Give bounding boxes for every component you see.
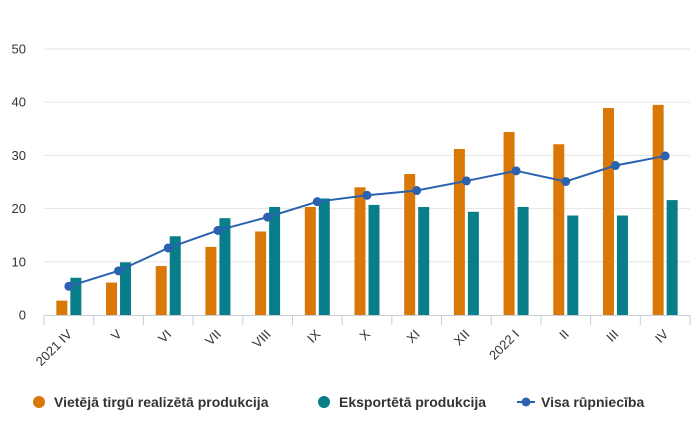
x-tick-label: VIII [249, 327, 273, 351]
bar-export[interactable] [368, 204, 380, 315]
bar-domestic[interactable] [106, 282, 118, 315]
line-point[interactable] [362, 190, 372, 200]
bar-export[interactable] [269, 207, 281, 315]
y-tick-label: 0 [19, 308, 26, 323]
x-tick-label: II [556, 327, 572, 343]
legend-swatch [33, 396, 45, 408]
x-tick-label: 2021 IV [33, 326, 76, 369]
bar-export[interactable] [467, 211, 479, 315]
legend[interactable]: Vietējā tirgū realizētā produkcija Ekspor… [33, 394, 644, 410]
line-point[interactable] [461, 176, 471, 186]
line-point[interactable] [213, 225, 223, 235]
x-tick-label: VI [155, 327, 174, 346]
bar-domestic[interactable] [56, 300, 68, 315]
line-point[interactable] [263, 212, 273, 222]
x-tick-label: X [356, 326, 373, 343]
x-tick-label: V [108, 326, 125, 343]
bar-domestic[interactable] [652, 104, 664, 315]
line-point[interactable] [610, 161, 620, 171]
y-tick-label: 10 [12, 254, 26, 269]
bar-export[interactable] [567, 215, 579, 315]
bar-domestic[interactable] [205, 246, 217, 315]
legend-item[interactable]: Vietējā tirgū realizētā produkcija [33, 394, 269, 410]
x-tick-label: IX [304, 326, 324, 346]
x-tick-label: XII [451, 327, 473, 349]
legend-label: Eksportētā produkcija [339, 394, 486, 410]
legend-item[interactable]: Visa rūpniecība [517, 394, 644, 410]
bars [56, 104, 678, 315]
bar-export[interactable] [517, 207, 529, 315]
bar-export[interactable] [219, 218, 231, 315]
legend-swatch [318, 396, 330, 408]
bar-domestic[interactable] [404, 174, 416, 315]
x-tick-label: IV [652, 326, 672, 346]
bar-export[interactable] [318, 198, 330, 315]
gridlines [44, 48, 690, 263]
x-axis-ticks: 2021 IV V VI VII VIII IX X XI XII 2022 I II III IV [33, 326, 672, 369]
line-point[interactable] [412, 186, 422, 196]
bar-export[interactable] [418, 207, 430, 315]
bar-export[interactable] [169, 236, 181, 315]
line-point[interactable] [64, 281, 74, 291]
x-tick-label: 2022 I [486, 327, 522, 363]
y-axis-ticks: 0 10 20 30 40 50 [12, 42, 26, 323]
y-tick-label: 40 [12, 95, 26, 110]
bar-domestic[interactable] [155, 266, 167, 315]
bar-domestic[interactable] [255, 231, 267, 315]
bar-domestic[interactable] [602, 108, 614, 315]
bar-domestic[interactable] [453, 149, 465, 315]
x-tick-label: VII [202, 327, 224, 349]
line-point[interactable] [561, 176, 571, 186]
legend-item[interactable]: Eksportētā produkcija [318, 394, 486, 410]
bar-domestic[interactable] [304, 207, 316, 315]
line-point[interactable] [660, 151, 670, 161]
x-axis [43, 315, 691, 325]
bar-domestic[interactable] [354, 187, 366, 315]
y-tick-label: 20 [12, 201, 26, 216]
bar-domestic[interactable] [553, 144, 565, 315]
bar-domestic[interactable] [503, 131, 515, 315]
line-point[interactable] [163, 243, 173, 253]
legend-swatch [521, 397, 531, 407]
y-tick-label: 30 [12, 148, 26, 163]
x-tick-label: XI [404, 327, 423, 346]
bar-export[interactable] [666, 200, 678, 315]
line-series [64, 151, 670, 291]
line-point[interactable] [312, 197, 322, 207]
legend-label: Visa rūpniecība [541, 394, 644, 410]
bar-export[interactable] [120, 262, 132, 315]
x-tick-label: III [603, 327, 621, 345]
bar-export[interactable] [616, 215, 628, 315]
line-point[interactable] [511, 166, 521, 176]
bar-export[interactable] [70, 277, 82, 315]
y-tick-label: 50 [12, 42, 26, 57]
legend-label: Vietējā tirgū realizētā produkcija [54, 394, 269, 410]
line-point[interactable] [114, 266, 124, 276]
